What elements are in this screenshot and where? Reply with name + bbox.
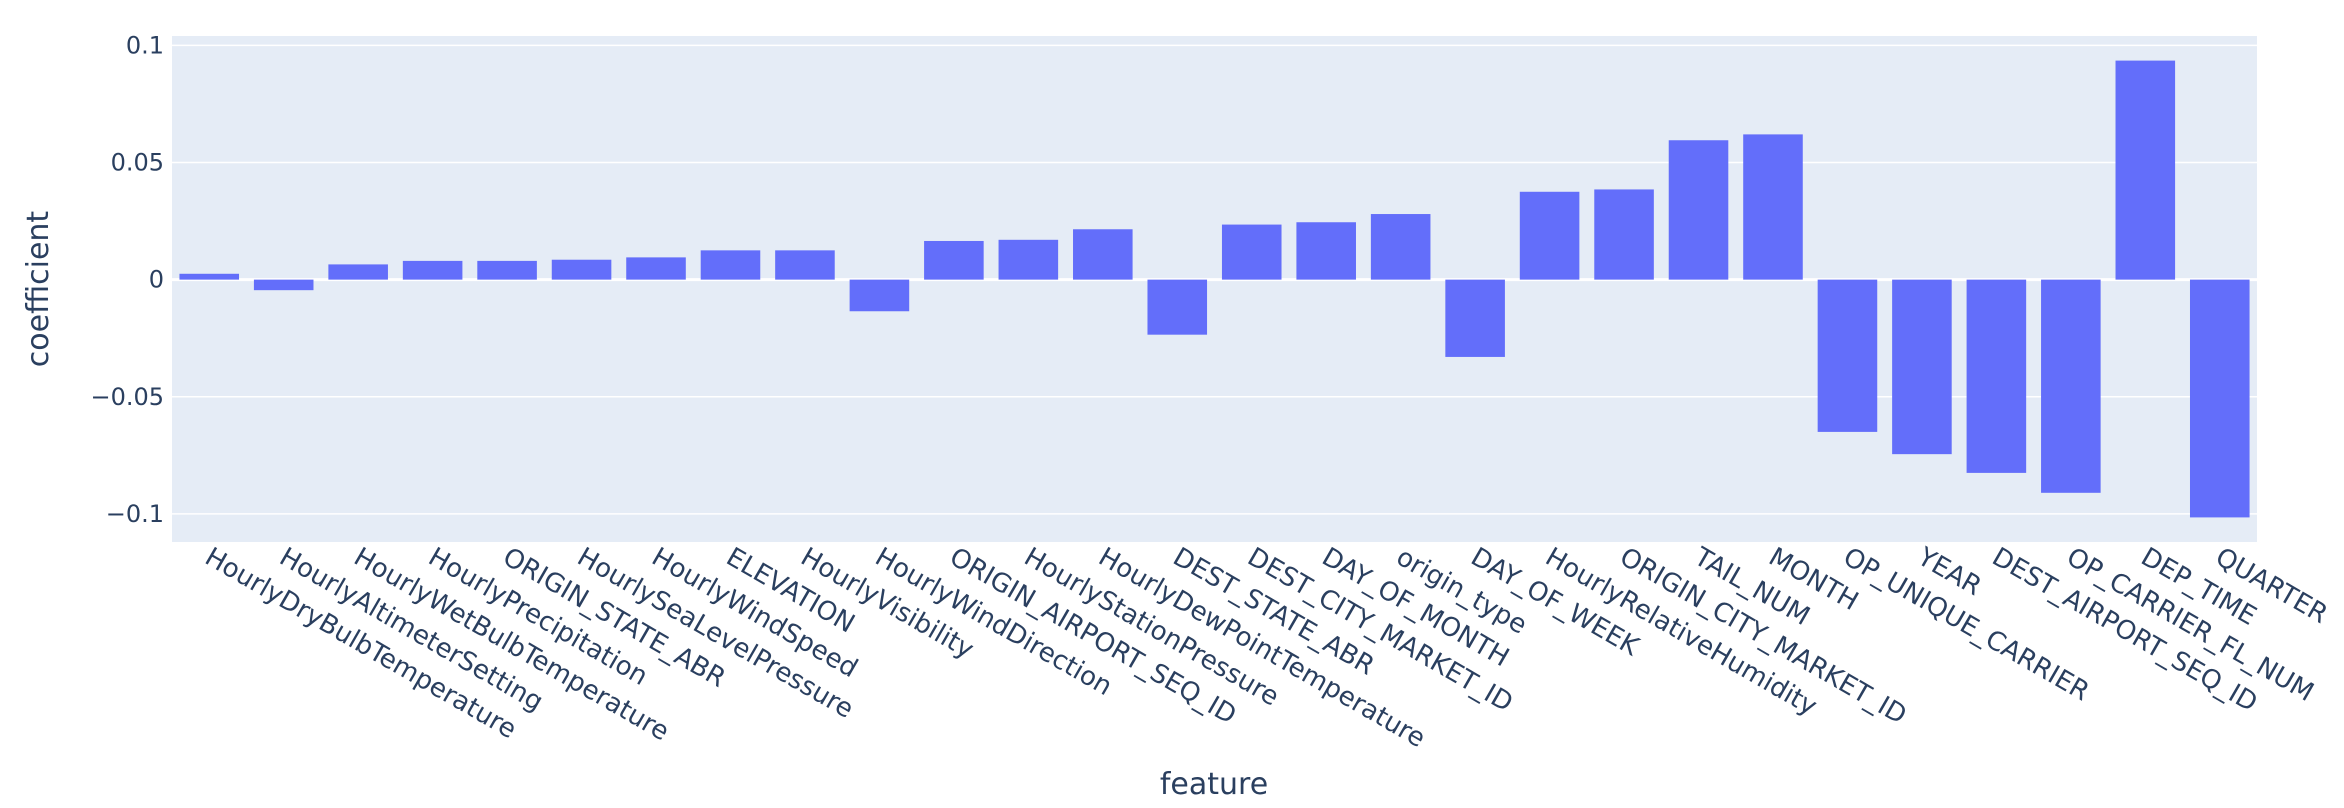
bar (477, 260, 537, 280)
bars (179, 60, 2250, 518)
bar (626, 257, 686, 280)
bar (1073, 229, 1133, 280)
y-tick-label: −0.1 (106, 500, 164, 528)
bar (2041, 279, 2101, 493)
bar (551, 259, 612, 280)
bar (1296, 222, 1356, 280)
bar (1966, 279, 2027, 473)
y-tick-label: 0 (149, 266, 164, 294)
bar (179, 273, 240, 280)
bar (849, 279, 910, 312)
x-tick-labels: HourlyDryBulbTemperatureHourlyAltimeterS… (200, 542, 2333, 754)
bar (775, 250, 835, 280)
bar (1221, 224, 1282, 280)
bar (1594, 189, 1654, 280)
y-axis-title: coefficient (21, 211, 56, 368)
y-tick-labels: 0.1 0.05 0 −0.05 −0.1 (90, 31, 164, 528)
bar (1743, 134, 1803, 280)
bar (328, 264, 388, 280)
bar (1668, 140, 1729, 280)
bar (1147, 279, 1208, 335)
bar (2115, 60, 2176, 280)
bar (1519, 191, 1580, 280)
y-tick-label: −0.05 (90, 383, 164, 411)
bar (1370, 214, 1431, 280)
bar (1892, 279, 1952, 455)
x-axis-title: feature (1160, 767, 1268, 802)
bar (998, 239, 1059, 280)
bar (402, 260, 463, 280)
bar (1817, 279, 1878, 432)
bar (924, 240, 984, 280)
y-tick-label: 0.1 (126, 31, 164, 59)
bar (2189, 279, 2250, 518)
bar (1445, 279, 1505, 357)
bar (700, 250, 761, 280)
bar (253, 279, 314, 291)
y-tick-label: 0.05 (111, 149, 164, 177)
